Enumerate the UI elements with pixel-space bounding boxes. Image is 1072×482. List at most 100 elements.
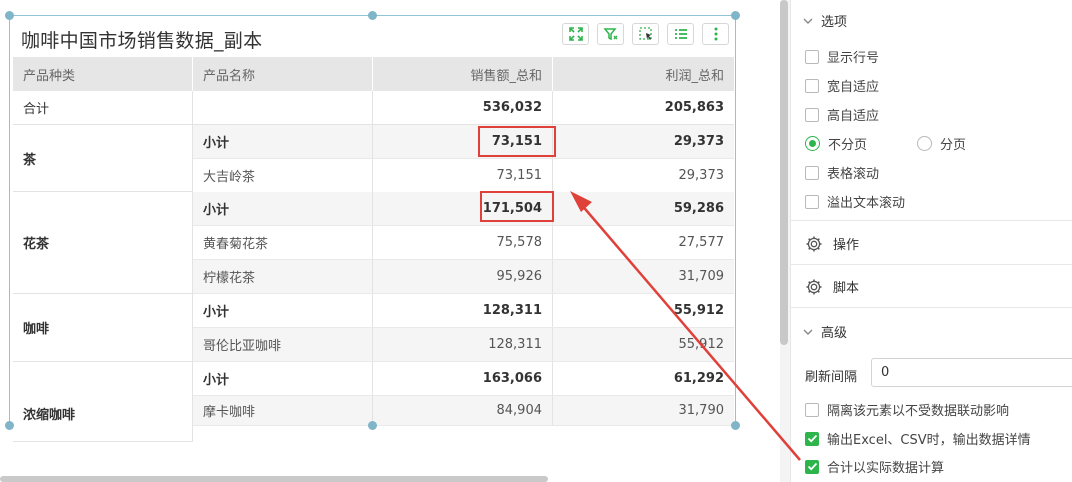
option-isolate-element[interactable]: 隔离该元素以不受数据联动影响 <box>805 400 1009 419</box>
total-empty <box>193 91 373 124</box>
option-auto-width[interactable]: 宽自适应 <box>805 76 879 95</box>
table-row-total: 合计 536,032 205,863 <box>13 91 734 125</box>
highlight-box <box>480 191 554 222</box>
header-profit[interactable]: 利润_总和 <box>665 68 724 84</box>
table-row: 小计 163,066 61,292 <box>193 362 734 396</box>
radio-button[interactable] <box>805 136 820 151</box>
profit-value: 29,373 <box>673 134 724 149</box>
list-icon[interactable] <box>667 23 694 45</box>
option-paging[interactable]: 分页 <box>917 134 966 153</box>
profit-value: 31,790 <box>678 403 725 418</box>
check-icon <box>807 462 817 471</box>
option-label: 不分页 <box>828 138 868 153</box>
option-no-paging[interactable]: 不分页 <box>805 134 867 153</box>
option-label: 分页 <box>940 138 967 153</box>
table-row: 小计 171,504 59,286 <box>193 192 734 226</box>
highlight-box <box>478 126 556 157</box>
checkbox[interactable] <box>805 165 819 180</box>
profit-value: 61,292 <box>673 371 724 386</box>
table-row: 哥伦比亚咖啡 128,311 55,912 <box>193 328 734 362</box>
checkbox[interactable] <box>805 402 819 417</box>
sales-value: 128,311 <box>373 328 553 361</box>
header-sales[interactable]: 销售额_总和 <box>373 57 553 91</box>
more-icon[interactable] <box>702 23 729 45</box>
resize-handle[interactable] <box>5 11 14 20</box>
product-name: 小计 <box>193 294 373 327</box>
resize-handle[interactable] <box>731 11 740 20</box>
radio-button[interactable] <box>917 136 932 151</box>
table-row: 柠檬花茶 95,926 31,709 <box>193 260 734 294</box>
filter-icon[interactable] <box>597 23 624 45</box>
sales-value: 128,311 <box>373 294 553 327</box>
option-label: 溢出文本滚动 <box>827 196 906 211</box>
profit-value: 59,286 <box>673 201 724 216</box>
product-name: 小计 <box>193 362 373 395</box>
resize-handle[interactable] <box>368 421 377 430</box>
product-name: 摩卡咖啡 <box>193 396 373 425</box>
table-row: 大吉岭茶 73,151 29,373 <box>193 159 734 193</box>
option-label: 输出Excel、CSV时，输出数据详情 <box>827 433 1031 448</box>
select-icon[interactable] <box>632 23 659 45</box>
resize-handle[interactable] <box>368 11 377 20</box>
script-row[interactable]: 脚本 <box>805 277 859 296</box>
checkbox[interactable] <box>805 107 819 122</box>
option-total-actual-data[interactable]: 合计以实际数据计算 <box>805 457 944 476</box>
profit-value: 55,912 <box>678 337 725 352</box>
group-cell: 花茶 <box>13 192 193 294</box>
option-table-scroll[interactable]: 表格滚动 <box>805 163 879 182</box>
product-name: 哥伦比亚咖啡 <box>193 328 373 361</box>
table-row: 黄春菊花茶 75,578 27,577 <box>193 226 734 260</box>
section-options[interactable]: 选项 <box>803 11 847 30</box>
sales-value: 73,151 <box>373 159 553 192</box>
script-label: 脚本 <box>833 281 860 296</box>
total-sales: 536,032 <box>373 91 553 124</box>
chevron-down-icon <box>803 329 813 335</box>
option-overflow-scroll[interactable]: 溢出文本滚动 <box>805 192 905 211</box>
option-export-details[interactable]: 输出Excel、CSV时，输出数据详情 <box>805 429 1031 448</box>
table-row: 小计 73,151 29,373 <box>193 125 734 159</box>
checkbox-checked[interactable] <box>805 431 819 446</box>
table-row: 摩卡咖啡 84,904 31,790 <box>193 396 734 426</box>
profit-value: 29,373 <box>678 168 725 183</box>
section-advanced[interactable]: 高级 <box>803 322 847 341</box>
gear-icon <box>806 236 822 251</box>
table-widget[interactable]: 咖啡中国市场销售数据_副本 产品种类 产品名称 销售额_总和 <box>9 15 736 442</box>
option-label: 隔离该元素以不受数据联动影响 <box>827 404 1010 419</box>
checkbox[interactable] <box>805 78 819 93</box>
option-label: 高自适应 <box>827 109 880 124</box>
product-name: 小计 <box>193 192 373 225</box>
table-row: 小计 128,311 55,912 <box>193 294 734 328</box>
sales-value: 75,578 <box>373 226 553 259</box>
checkbox-checked[interactable] <box>805 459 819 474</box>
option-label: 合计以实际数据计算 <box>827 461 945 476</box>
option-label: 宽自适应 <box>827 80 880 95</box>
group-cell: 咖啡 <box>13 294 193 362</box>
resize-handle[interactable] <box>5 421 14 430</box>
product-name: 大吉岭茶 <box>193 159 373 192</box>
group-cell: 浓缩咖啡 <box>13 362 193 442</box>
fullscreen-icon[interactable] <box>562 23 589 45</box>
product-name: 柠檬花茶 <box>193 260 373 293</box>
group-cell: 茶 <box>13 125 193 192</box>
header-product[interactable]: 产品名称 <box>193 57 373 91</box>
checkbox[interactable] <box>805 49 819 64</box>
widget-title: 咖啡中国市场销售数据_副本 <box>21 30 263 52</box>
header-category[interactable]: 产品种类 <box>13 57 193 91</box>
refresh-interval-input[interactable]: 0 <box>871 358 1072 387</box>
profit-value: 55,912 <box>673 303 724 318</box>
check-icon <box>807 434 817 443</box>
dashboard-canvas: 咖啡中国市场销售数据_副本 产品种类 产品名称 销售额_总和 <box>0 11 740 482</box>
total-profit: 205,863 <box>664 100 724 115</box>
profit-value: 27,577 <box>678 235 725 250</box>
vertical-scrollbar[interactable] <box>780 0 788 345</box>
option-show-row-number[interactable]: 显示行号 <box>805 47 879 66</box>
option-auto-height[interactable]: 高自适应 <box>805 105 879 124</box>
checkbox[interactable] <box>805 194 819 209</box>
total-label: 合计 <box>13 91 193 124</box>
horizontal-scrollbar[interactable] <box>0 476 548 482</box>
divider <box>791 264 1072 265</box>
resize-handle[interactable] <box>731 421 740 430</box>
product-name: 小计 <box>193 125 373 158</box>
properties-panel: 选项 显示行号 宽自适应 高自适应 不分页 分页 表格滚动 溢出文本滚动 操作 … <box>790 0 1072 482</box>
operation-row[interactable]: 操作 <box>805 234 859 253</box>
